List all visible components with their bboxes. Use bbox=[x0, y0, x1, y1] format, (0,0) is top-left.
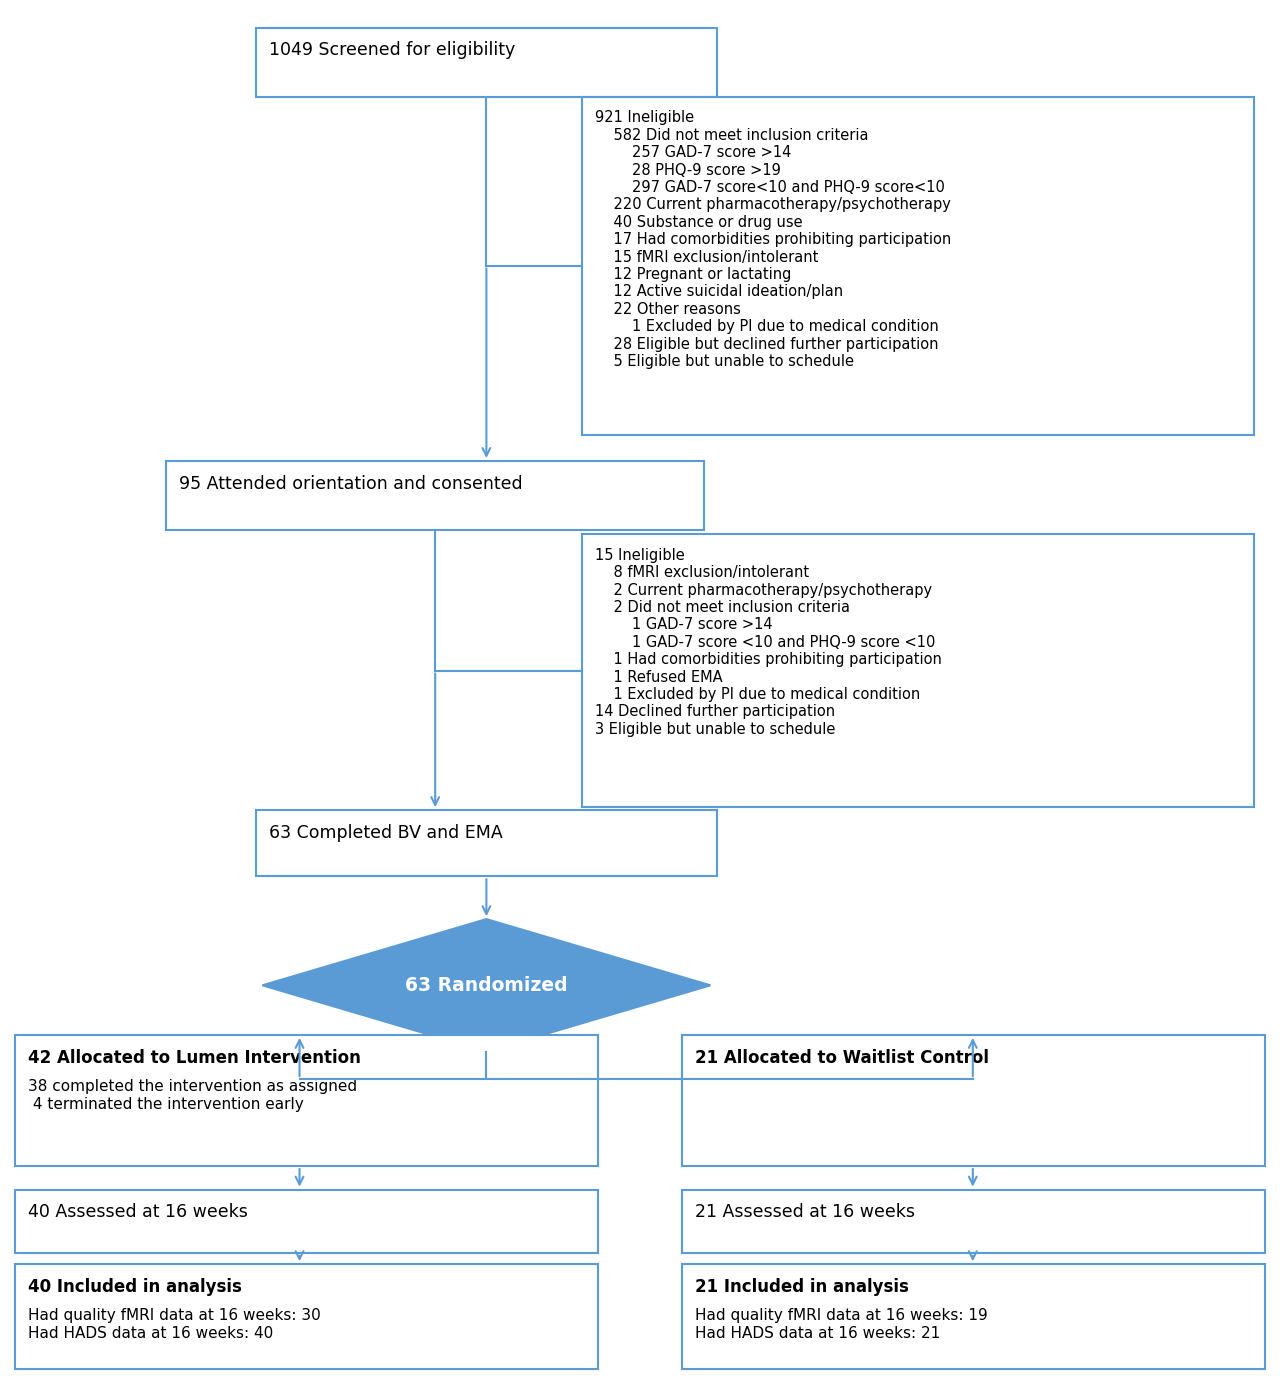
FancyBboxPatch shape bbox=[682, 1190, 1265, 1253]
Text: 921 Ineligible
    582 Did not meet inclusion criteria
        257 GAD-7 score >: 921 Ineligible 582 Did not meet inclusio… bbox=[595, 110, 951, 368]
Text: 1049 Screened for eligibility: 1049 Screened for eligibility bbox=[269, 41, 515, 59]
Polygon shape bbox=[262, 919, 710, 1052]
Text: 63 Completed BV and EMA: 63 Completed BV and EMA bbox=[269, 824, 503, 842]
FancyBboxPatch shape bbox=[682, 1264, 1265, 1369]
Text: 40 Included in analysis: 40 Included in analysis bbox=[28, 1278, 242, 1296]
FancyBboxPatch shape bbox=[682, 1035, 1265, 1166]
Text: 40 Assessed at 16 weeks: 40 Assessed at 16 weeks bbox=[28, 1203, 248, 1221]
FancyBboxPatch shape bbox=[582, 97, 1254, 435]
FancyBboxPatch shape bbox=[166, 461, 704, 530]
Text: Had quality fMRI data at 16 weeks: 19
Had HADS data at 16 weeks: 21: Had quality fMRI data at 16 weeks: 19 Ha… bbox=[695, 1308, 988, 1340]
Text: 42 Allocated to Lumen Intervention: 42 Allocated to Lumen Intervention bbox=[28, 1049, 361, 1067]
Text: 21 Assessed at 16 weeks: 21 Assessed at 16 weeks bbox=[695, 1203, 915, 1221]
Text: 63 Randomized: 63 Randomized bbox=[404, 976, 568, 995]
FancyBboxPatch shape bbox=[15, 1264, 598, 1369]
Text: 21 Allocated to Waitlist Control: 21 Allocated to Waitlist Control bbox=[695, 1049, 989, 1067]
FancyBboxPatch shape bbox=[15, 1190, 598, 1253]
Text: 21 Included in analysis: 21 Included in analysis bbox=[695, 1278, 909, 1296]
Text: 38 completed the intervention as assigned
 4 terminated the intervention early: 38 completed the intervention as assigne… bbox=[28, 1079, 357, 1111]
Text: 15 Ineligible
    8 fMRI exclusion/intolerant
    2 Current pharmacotherapy/psyc: 15 Ineligible 8 fMRI exclusion/intoleran… bbox=[595, 548, 942, 737]
FancyBboxPatch shape bbox=[15, 1035, 598, 1166]
FancyBboxPatch shape bbox=[256, 810, 717, 876]
Text: 95 Attended orientation and consented: 95 Attended orientation and consented bbox=[179, 475, 522, 493]
FancyBboxPatch shape bbox=[582, 534, 1254, 807]
Text: Had quality fMRI data at 16 weeks: 30
Had HADS data at 16 weeks: 40: Had quality fMRI data at 16 weeks: 30 Ha… bbox=[28, 1308, 321, 1340]
FancyBboxPatch shape bbox=[256, 28, 717, 97]
